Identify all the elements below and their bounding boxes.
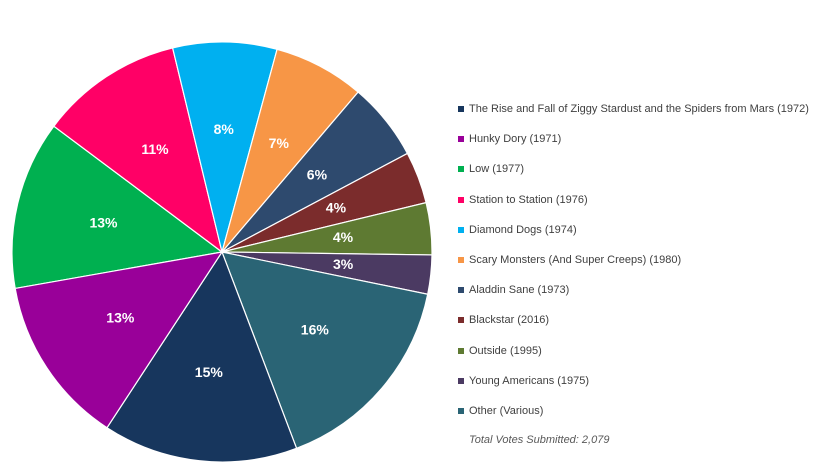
legend-swatch: [458, 377, 464, 384]
slice-label-aladdin-sane-1973: 4%: [333, 229, 354, 245]
legend-item-aladdin-sane-1973: Aladdin Sane (1973): [458, 275, 818, 305]
pie-slice-the-rise-and-fall-of-ziggy-stardust-and-the-spiders-from-mars-1972: [11, 125, 224, 290]
slice-label-low-1977: 8%: [214, 121, 235, 137]
legend-swatch: [458, 257, 464, 264]
slice-label-blackstar-2016: 3%: [333, 256, 354, 272]
legend-label: Young Americans (1975): [469, 374, 590, 387]
legend-item-outside-1995: Outside (1995): [458, 336, 818, 366]
legend-label: Station to Station (1976): [469, 193, 588, 206]
legend-label: Other (Various): [469, 404, 544, 417]
legend-label: Hunky Dory (1971): [469, 133, 562, 146]
legend-label: Scary Monsters (And Super Creeps) (1980): [469, 254, 682, 267]
slice-label-hunky-dory-1971: 11%: [141, 141, 169, 157]
pie-labels: 13% 11% 8% 7% 6% 4% 4% 3% 16% 15% 13%: [89, 121, 353, 380]
legend-swatch: [458, 317, 464, 324]
legend-item-diamond-dogs-1974: Diamond Dogs (1974): [458, 215, 818, 245]
slice-label-scary-monsters-and-super-creeps-1980: 4%: [326, 199, 347, 215]
legend-item-young-americans-1975: Young Americans (1975): [458, 366, 818, 396]
legend-label: Outside (1995): [469, 344, 542, 357]
legend-label: Diamond Dogs (1974): [469, 223, 577, 236]
pie-slice-young-americans-1975: [106, 250, 298, 463]
slice-label-station-to-station-1976: 7%: [269, 135, 290, 151]
legend-item-station-to-station-1976: Station to Station (1976): [458, 185, 818, 215]
legend-item-other-various: Other (Various): [458, 396, 818, 426]
legend-label: Aladdin Sane (1973): [469, 284, 570, 297]
pie-slice-outside-1995: [14, 251, 224, 429]
legend-label: Low (1977): [469, 163, 525, 176]
pie-slices: [11, 41, 433, 463]
slice-label-the-rise-and-fall-of-ziggy-stardust-and-the-spiders-from-mars-1972: 13%: [89, 215, 118, 231]
legend-item-low-1977: Low (1977): [458, 154, 818, 184]
pie-plot: 13% 11% 8% 7% 6% 4% 4% 3% 16% 15% 13%: [11, 41, 433, 463]
legend-item-scary-monsters-and-super-creeps-1980: Scary Monsters (And Super Creeps) (1980): [458, 245, 818, 275]
legend-swatch: [458, 196, 464, 203]
pie-slice-hunky-dory-1971: [53, 47, 223, 254]
legend-swatch: [458, 347, 464, 354]
legend-swatch: [458, 287, 464, 294]
slice-label-other-various: 16%: [301, 322, 330, 338]
legend-swatch: [458, 166, 464, 173]
legend-label: Blackstar (2016): [469, 314, 550, 327]
slice-label-young-americans-1975: 15%: [195, 364, 224, 380]
legend-swatch: [458, 106, 464, 113]
slice-label-outside-1995: 13%: [106, 310, 135, 326]
legend: The Rise and Fall of Ziggy Stardust and …: [458, 94, 818, 426]
legend-item-the-rise-and-fall-of-ziggy-stardust-and-the-spiders-from-mars-1972: The Rise and Fall of Ziggy Stardust and …: [458, 94, 818, 124]
total-votes-annotation: Total Votes Submitted: 2,079: [469, 434, 610, 446]
legend-item-blackstar-2016: Blackstar (2016): [458, 305, 818, 335]
legend-label: The Rise and Fall of Ziggy Stardust and …: [469, 103, 809, 116]
legend-swatch: [458, 407, 464, 414]
pie-slice-low-1977: [171, 41, 278, 253]
legend-item-hunky-dory-1971: Hunky Dory (1971): [458, 124, 818, 154]
pie-slice-other-various: [221, 251, 429, 450]
legend-swatch: [458, 136, 464, 143]
legend-swatch: [458, 226, 464, 233]
slice-label-diamond-dogs-1974: 6%: [307, 166, 328, 182]
